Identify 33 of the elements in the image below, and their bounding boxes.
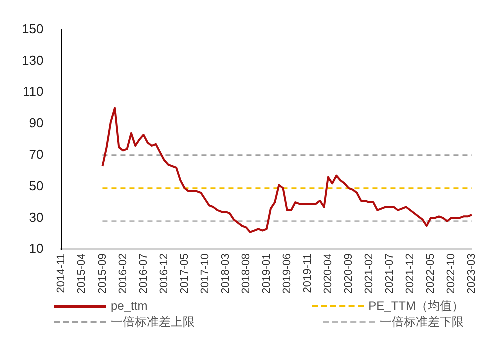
y-tick-label: 90 (29, 116, 44, 131)
x-tick-label: 2018-08 (240, 254, 252, 294)
legend-label: PE_TTM（均值） (368, 298, 464, 314)
x-tick-label: 2023-03 (466, 254, 478, 294)
x-tick-label: 2017-10 (199, 254, 212, 294)
x-tick-label: 2021-07 (384, 254, 396, 294)
y-tick-label: 130 (22, 52, 44, 68)
x-tick-label: 2016-07 (138, 254, 150, 294)
x-tick-label: 2017-05 (178, 254, 191, 294)
y-tick-label: 110 (22, 84, 44, 100)
x-tick-label: 2015-04 (76, 254, 88, 294)
x-tick-label: 2019-01 (260, 254, 273, 294)
y-tick-label: 70 (29, 146, 44, 162)
legend-label: 一倍标准差下限 (380, 314, 464, 330)
y-tick-label: 30 (29, 210, 44, 225)
legend-label: pe_ttm (111, 298, 148, 314)
x-tick-label: 2021-12 (404, 254, 416, 294)
x-tick-label: 2014-11 (56, 254, 68, 294)
x-tick-label: 2022-10 (446, 254, 458, 294)
x-tick-label: 2019-11 (302, 254, 314, 294)
legend-label: 一倍标准差上限 (111, 314, 195, 330)
y-tick-label: 50 (29, 178, 44, 194)
x-tick-label: 2020-04 (322, 254, 334, 294)
y-tick-label: 10 (29, 241, 44, 256)
x-tick-label: 2018-03 (220, 254, 232, 294)
x-tick-label: 2016-02 (117, 254, 130, 294)
x-tick-label: 2016-12 (158, 254, 170, 294)
x-tick-label: 2015-09 (96, 254, 109, 294)
x-tick-label: 2019-06 (281, 254, 294, 294)
x-tick-label: 2022-05 (425, 254, 437, 294)
y-tick-label: 150 (22, 21, 44, 36)
x-tick-label: 2021-02 (363, 254, 376, 294)
x-tick-label: 2020-09 (342, 254, 355, 294)
